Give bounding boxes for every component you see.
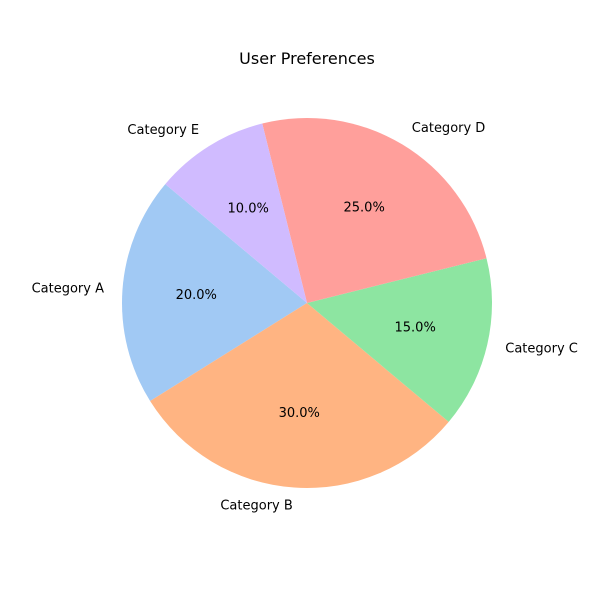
- slice-category-c: [307, 258, 492, 422]
- percent-label-category-a: 20.0%: [176, 288, 217, 303]
- slice-category-d: [262, 118, 487, 303]
- percent-labels: 20.0% 30.0% 15.0% 25.0% 10.0%: [176, 200, 436, 421]
- category-label-category-e: Category E: [127, 123, 199, 138]
- category-label-category-c: Category C: [505, 341, 578, 356]
- category-labels: Category A Category B Category C Category D…: [32, 121, 578, 513]
- percent-label-category-c: 15.0%: [395, 320, 436, 335]
- percent-label-category-b: 30.0%: [279, 406, 320, 421]
- slice-category-a: [121, 184, 308, 402]
- pie-slices: [121, 118, 492, 489]
- percent-label-category-e: 10.0%: [228, 201, 269, 216]
- percent-label-category-d: 25.0%: [344, 200, 385, 215]
- chart-title: User Preferences: [239, 49, 375, 68]
- category-label-category-a: Category A: [32, 281, 105, 296]
- slice-category-e: [165, 123, 307, 303]
- category-label-category-b: Category B: [220, 499, 292, 514]
- slice-category-b: [150, 303, 449, 489]
- category-label-category-d: Category D: [412, 121, 486, 136]
